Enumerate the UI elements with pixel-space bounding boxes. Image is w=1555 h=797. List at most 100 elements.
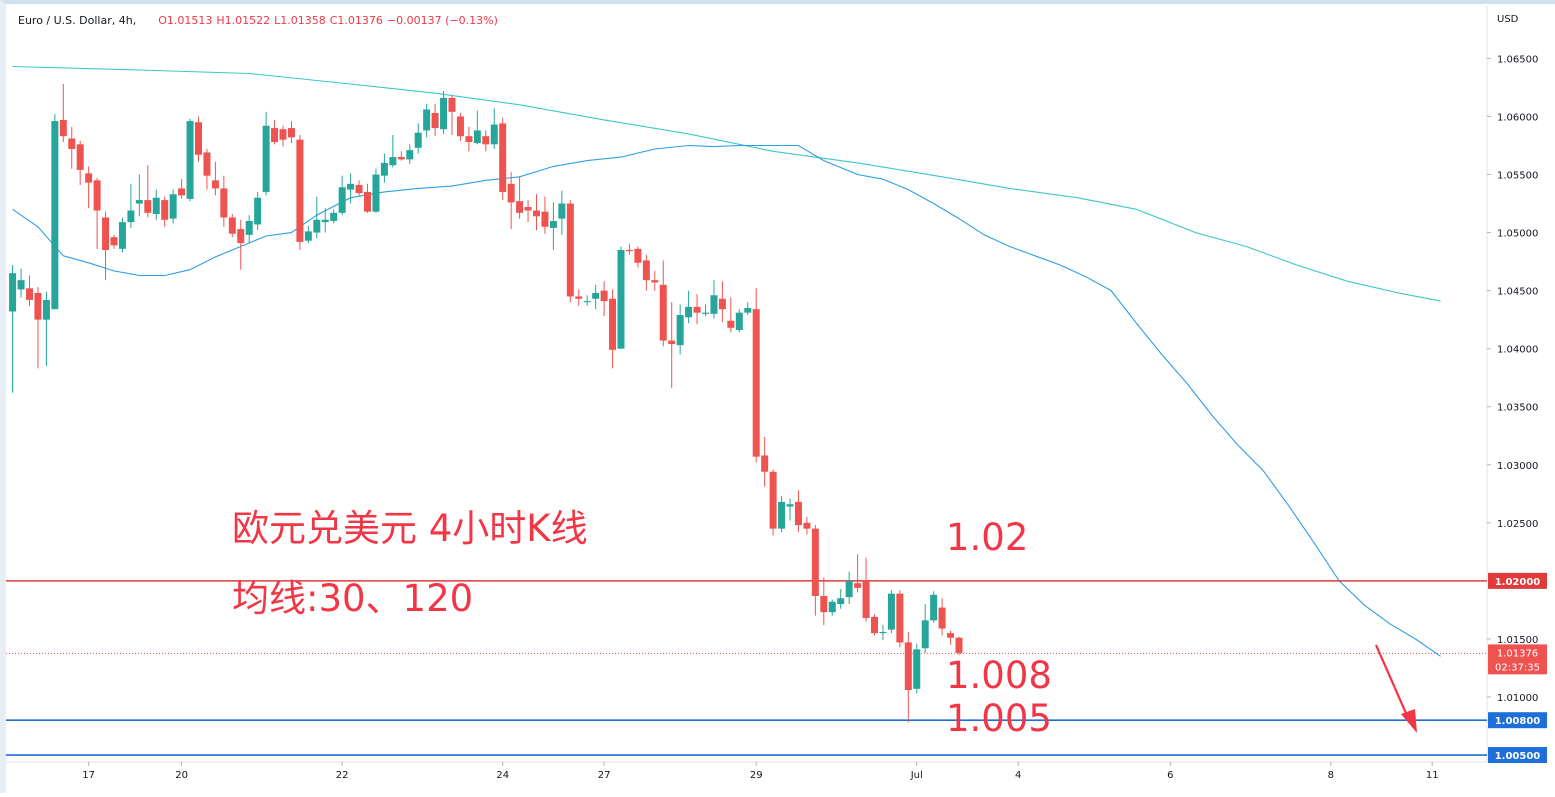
candle-89 bbox=[761, 436, 769, 487]
candle-body bbox=[68, 138, 76, 149]
candle-70 bbox=[600, 281, 608, 317]
candle-body bbox=[161, 200, 169, 220]
price-tag-countdown: 02:37:35 bbox=[1495, 662, 1540, 673]
candle-body bbox=[541, 211, 549, 227]
candle-68 bbox=[583, 295, 591, 306]
candle-body bbox=[93, 180, 101, 211]
candle-body bbox=[761, 455, 769, 472]
candle-97 bbox=[828, 599, 836, 616]
candle-body bbox=[685, 306, 693, 318]
candle-body bbox=[135, 200, 143, 204]
candle-body bbox=[372, 174, 380, 212]
candle-10 bbox=[93, 177, 101, 249]
candle-6 bbox=[59, 83, 67, 143]
level-tag-bg-1 bbox=[1488, 712, 1547, 729]
price-tag-value: 1.01376 bbox=[1497, 648, 1538, 659]
candle-body bbox=[17, 280, 25, 290]
candle-body bbox=[76, 144, 84, 170]
x-tick-label: 8 bbox=[1328, 770, 1334, 781]
candle-body bbox=[42, 299, 50, 320]
candle-87 bbox=[744, 302, 752, 315]
candle-body bbox=[659, 284, 667, 341]
candle-body bbox=[26, 288, 33, 300]
candle-body bbox=[406, 150, 414, 160]
candle-57 bbox=[490, 108, 498, 149]
candle-body bbox=[718, 298, 726, 310]
x-tick-label: 27 bbox=[598, 770, 611, 781]
candle-93 bbox=[794, 490, 802, 533]
candle-body bbox=[490, 124, 498, 145]
candle-body bbox=[262, 125, 270, 192]
candle-body bbox=[938, 607, 946, 629]
y-tick-label: 1.03000 bbox=[1497, 461, 1538, 472]
candle-62 bbox=[533, 194, 540, 231]
candle-body bbox=[634, 248, 642, 263]
candle-35 bbox=[304, 225, 312, 244]
candle-body bbox=[338, 187, 346, 213]
candle-body bbox=[642, 260, 650, 281]
candle-body bbox=[499, 123, 507, 192]
candle-body bbox=[651, 280, 659, 283]
y-tick-label: 1.03500 bbox=[1497, 403, 1538, 414]
candle-body bbox=[786, 504, 794, 507]
candle-5 bbox=[51, 114, 59, 310]
candle-112 bbox=[955, 636, 963, 656]
candle-75 bbox=[642, 254, 650, 291]
candle-16 bbox=[144, 165, 152, 218]
candle-2 bbox=[26, 275, 33, 306]
candle-81 bbox=[693, 294, 701, 325]
candle-9 bbox=[85, 166, 93, 209]
candle-body bbox=[524, 207, 532, 211]
candle-33 bbox=[287, 121, 295, 144]
symbol-label: Euro / U.S. Dollar, 4h, bbox=[18, 14, 137, 27]
candle-body bbox=[296, 139, 304, 242]
candle-body bbox=[186, 121, 194, 199]
candle-17 bbox=[152, 189, 160, 220]
candle-27 bbox=[237, 219, 245, 270]
candle-92 bbox=[786, 498, 794, 521]
candle-77 bbox=[659, 260, 667, 347]
candle-1 bbox=[17, 268, 25, 298]
candle-106 bbox=[904, 631, 912, 723]
candle-82 bbox=[702, 304, 709, 317]
x-tick-label: 17 bbox=[82, 770, 95, 781]
candle-body bbox=[904, 642, 912, 691]
candle-101 bbox=[862, 557, 870, 622]
candle-26 bbox=[228, 213, 236, 238]
candle-body bbox=[837, 598, 845, 605]
y-tick-label: 1.06000 bbox=[1497, 112, 1538, 123]
candle-19 bbox=[169, 189, 177, 224]
candle-body bbox=[440, 97, 448, 130]
candle-body bbox=[676, 314, 684, 346]
ma30-line bbox=[12, 144, 1441, 657]
candle-body bbox=[811, 528, 819, 596]
y-tick-label: 1.05500 bbox=[1497, 171, 1538, 182]
candle-body bbox=[178, 188, 186, 196]
candle-56 bbox=[482, 130, 490, 152]
candle-64 bbox=[549, 202, 557, 250]
candle-102 bbox=[871, 614, 878, 636]
ohlc-low: L1.01358 bbox=[274, 14, 326, 27]
level-1008-annotation: 1.008 bbox=[946, 654, 1052, 697]
candle-body bbox=[744, 308, 752, 313]
level-tag-bg-0 bbox=[1488, 572, 1547, 589]
chart-title-annotation: 欧元兑美元 4小时K线 bbox=[232, 507, 588, 550]
candle-41 bbox=[355, 180, 363, 196]
candle-51 bbox=[440, 90, 448, 134]
candle-63 bbox=[541, 196, 549, 234]
candle-32 bbox=[279, 125, 287, 147]
candle-body bbox=[820, 595, 828, 613]
x-tick-label: 4 bbox=[1015, 770, 1021, 781]
candle-3 bbox=[34, 287, 42, 369]
candle-80 bbox=[685, 290, 693, 324]
candle-body bbox=[59, 119, 67, 137]
x-tick-label: 20 bbox=[175, 770, 188, 781]
candle-66 bbox=[566, 200, 574, 303]
candle-46 bbox=[397, 151, 405, 161]
candle-body bbox=[947, 633, 955, 638]
candle-body bbox=[389, 157, 397, 166]
candle-108 bbox=[921, 604, 929, 653]
candle-40 bbox=[347, 173, 355, 204]
